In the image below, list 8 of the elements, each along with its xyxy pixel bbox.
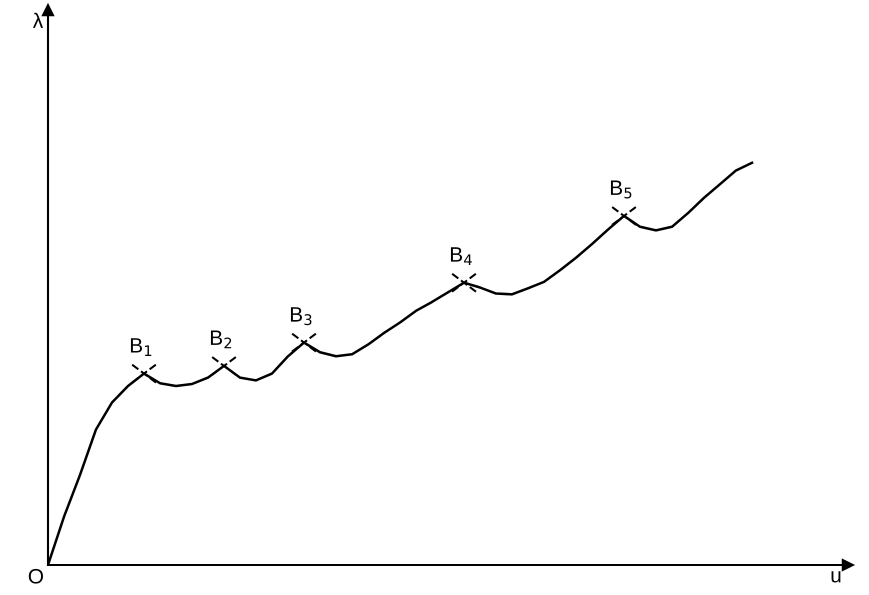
annotation: B$_{3}$: [290, 307, 312, 326]
text: λ: [32, 12, 44, 28]
annotation: B$_{1}$: [130, 338, 152, 356]
text: O: [28, 568, 44, 584]
x-axis-title: u: [832, 571, 840, 583]
annotation: B$_{4}$: [450, 247, 472, 266]
annotation: B$_{5}$: [610, 180, 632, 199]
annotation: B$_{2}$: [210, 330, 232, 348]
